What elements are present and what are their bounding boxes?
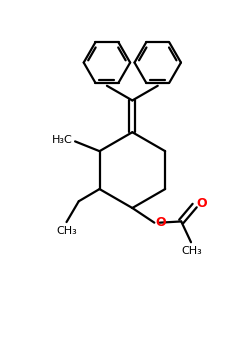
- Text: O: O: [156, 216, 166, 229]
- Text: CH₃: CH₃: [56, 226, 77, 236]
- Text: CH₃: CH₃: [182, 246, 203, 256]
- Text: O: O: [196, 197, 207, 210]
- Text: H₃C: H₃C: [52, 135, 73, 145]
